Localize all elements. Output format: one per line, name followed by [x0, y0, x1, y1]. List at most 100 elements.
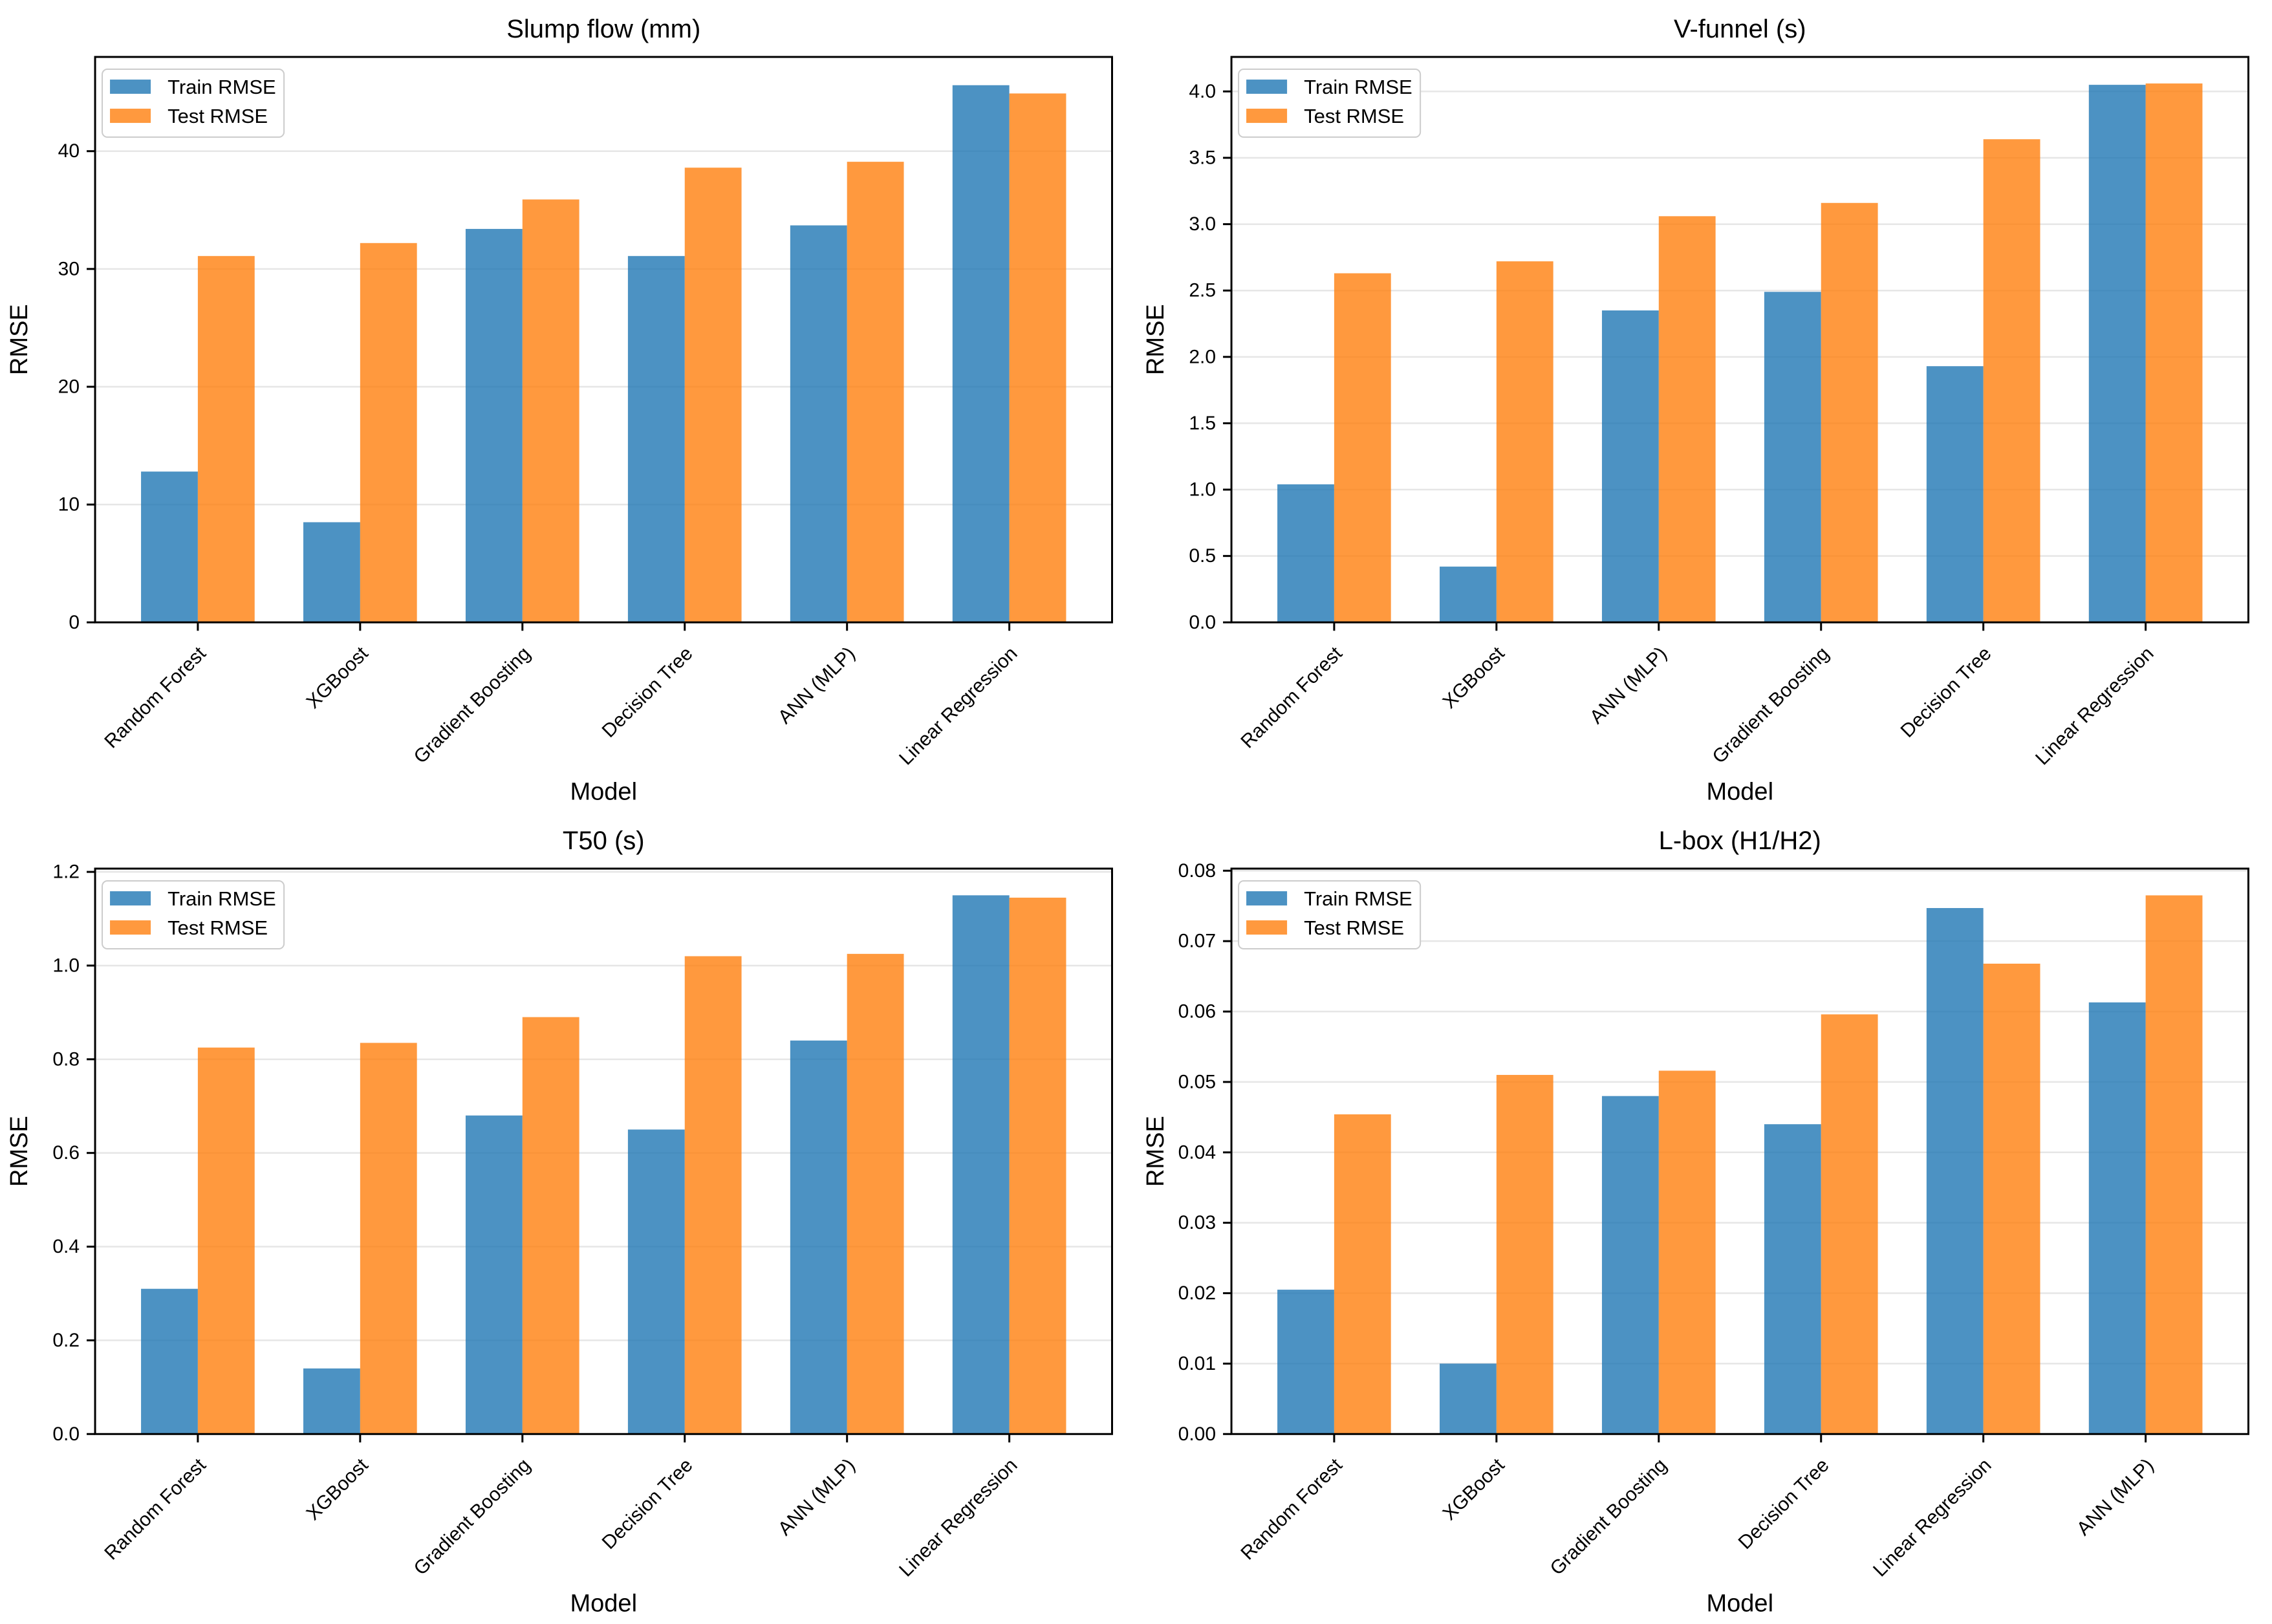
x-tick-label: Gradient Boosting	[1546, 1455, 1671, 1579]
bar-train-rmse-1	[303, 1369, 360, 1434]
x-tick-label: Gradient Boosting	[1708, 643, 1833, 768]
bar-test-rmse-5	[2145, 896, 2202, 1435]
legend-label-train: Train RMSE	[168, 887, 276, 910]
y-tick-label: 0.0	[52, 1424, 80, 1445]
bar-train-rmse-3	[628, 256, 685, 622]
y-tick-label: 0	[69, 612, 80, 633]
x-tick-label: XGBoost	[303, 642, 373, 713]
x-tick-label: Random Forest	[1237, 1455, 1347, 1564]
legend-label-train: Train RMSE	[1304, 76, 1412, 98]
x-axis-label: Model	[570, 1590, 638, 1618]
legend-swatch-test	[1246, 109, 1287, 123]
bar-test-rmse-5	[1010, 93, 1066, 622]
x-tick-label: XGBoost	[1438, 642, 1509, 713]
legend-swatch-test	[1246, 920, 1287, 935]
y-tick-label: 40	[58, 140, 80, 162]
y-tick-label: 0.4	[52, 1236, 80, 1257]
bar-test-rmse-3	[1821, 1015, 1877, 1435]
bar-train-rmse-2	[1601, 310, 1658, 622]
y-axis-label: RMSE	[1142, 304, 1169, 375]
x-tick-label: XGBoost	[1438, 1455, 1509, 1525]
y-tick-label: 0.00	[1178, 1424, 1215, 1445]
x-tick-label: ANN (MLP)	[1585, 643, 1671, 728]
y-axis-label: RMSE	[1142, 1116, 1169, 1187]
y-tick-label: 2.5	[1189, 280, 1216, 301]
x-tick-label: Decision Tree	[1896, 643, 1995, 742]
y-axis-label: RMSE	[6, 304, 33, 375]
bar-train-rmse-4	[790, 1041, 847, 1434]
legend: Train RMSE Test RMSE	[1239, 69, 1420, 137]
y-tick-label: 0.6	[52, 1143, 80, 1164]
y-tick-label: 1.0	[1189, 479, 1216, 501]
bar-train-rmse-1	[1440, 1364, 1497, 1435]
legend-label-test: Test RMSE	[168, 916, 268, 939]
y-tick-label: 0.0	[1189, 612, 1216, 633]
x-tick-label: Random Forest	[1237, 642, 1347, 752]
x-tick-label: ANN (MLP)	[2072, 1455, 2158, 1540]
y-tick-label: 0.04	[1178, 1142, 1215, 1164]
y-axis-label: RMSE	[6, 1116, 33, 1187]
x-axis-label: Model	[570, 778, 638, 805]
bar-train-rmse-3	[1764, 1125, 1821, 1435]
bar-train-rmse-2	[1601, 1096, 1658, 1435]
x-tick-label: Linear Regression	[1869, 1455, 1996, 1581]
bar-test-rmse-0	[1334, 274, 1390, 623]
y-tick-label: 3.0	[1189, 213, 1216, 235]
y-tick-label: 4.0	[1189, 81, 1216, 102]
x-tick-label: ANN (MLP)	[774, 1455, 860, 1540]
bar-train-rmse-0	[141, 1289, 198, 1435]
y-tick-label: 1.5	[1189, 413, 1216, 434]
y-tick-label: 0.06	[1178, 1001, 1215, 1023]
legend-label-test: Test RMSE	[168, 105, 268, 127]
y-tick-label: 0.5	[1189, 545, 1216, 567]
x-tick-label: Gradient Boosting	[410, 643, 535, 768]
bar-train-rmse-0	[1277, 484, 1334, 622]
legend-swatch-train	[110, 80, 151, 94]
bar-test-rmse-0	[198, 256, 255, 622]
bar-train-rmse-4	[790, 225, 847, 622]
bar-test-rmse-3	[1821, 203, 1877, 622]
bar-test-rmse-4	[847, 954, 904, 1434]
y-tick-label: 30	[58, 258, 80, 279]
x-tick-label: ANN (MLP)	[774, 643, 860, 728]
y-tick-label: 0.03	[1178, 1212, 1215, 1233]
y-tick-label: 0.8	[52, 1049, 80, 1070]
x-axis-label: Model	[1706, 778, 1773, 805]
x-tick-label: XGBoost	[303, 1455, 373, 1525]
x-axis-label: Model	[1706, 1590, 1773, 1618]
x-tick-label: Random Forest	[100, 1455, 210, 1564]
bar-train-rmse-1	[1440, 567, 1497, 622]
x-tick-label: Decision Tree	[598, 643, 697, 742]
x-tick-label: Gradient Boosting	[410, 1455, 535, 1579]
y-tick-label: 3.5	[1189, 147, 1216, 168]
chart-title: L-box (H1/H2)	[1658, 827, 1821, 855]
bar-train-rmse-5	[2088, 1002, 2145, 1434]
bar-test-rmse-1	[1496, 261, 1553, 622]
chart-title: Slump flow (mm)	[506, 15, 700, 43]
y-tick-label: 1.2	[52, 861, 80, 883]
bar-test-rmse-0	[1334, 1114, 1390, 1434]
bar-test-rmse-4	[1983, 964, 2040, 1434]
chart-lbox: 0.000.010.020.030.040.050.060.070.08Rand…	[1136, 812, 2272, 1623]
legend-label-test: Test RMSE	[1304, 105, 1404, 127]
legend-swatch-test	[110, 920, 151, 935]
bar-train-rmse-0	[1277, 1290, 1334, 1434]
bar-train-rmse-5	[953, 85, 1010, 623]
bar-train-rmse-5	[2088, 85, 2145, 622]
bar-train-rmse-5	[953, 896, 1010, 1435]
bar-test-rmse-2	[1658, 1071, 1715, 1435]
bar-test-rmse-0	[198, 1048, 255, 1435]
legend-swatch-train	[110, 891, 151, 905]
x-tick-label: Decision Tree	[598, 1455, 697, 1554]
chart-title: V-funnel (s)	[1673, 15, 1806, 43]
bar-test-rmse-4	[847, 162, 904, 622]
x-tick-label: Decision Tree	[1734, 1455, 1833, 1554]
x-tick-label: Linear Regression	[895, 643, 1022, 770]
bar-test-rmse-3	[685, 957, 742, 1435]
bar-test-rmse-3	[685, 168, 742, 622]
